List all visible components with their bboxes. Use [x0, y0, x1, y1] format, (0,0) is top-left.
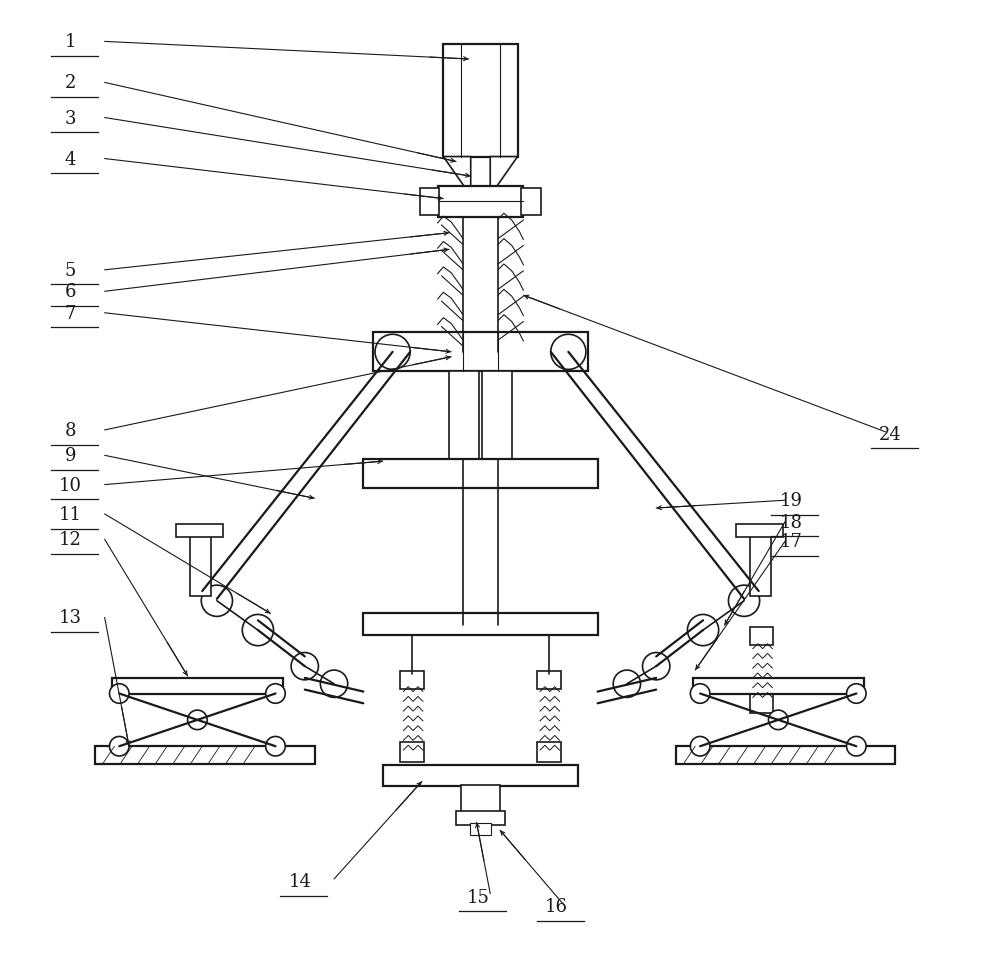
- Text: 4: 4: [65, 151, 76, 168]
- Bar: [400, 671, 424, 689]
- Text: 14: 14: [288, 872, 311, 890]
- Text: 11: 11: [59, 506, 82, 523]
- Bar: [482, 372, 512, 460]
- Circle shape: [687, 615, 719, 646]
- Bar: [736, 524, 783, 538]
- Circle shape: [768, 710, 788, 730]
- Bar: [443, 45, 518, 157]
- Bar: [693, 678, 864, 693]
- Circle shape: [847, 736, 866, 756]
- Text: 16: 16: [545, 898, 568, 915]
- Bar: [470, 823, 491, 835]
- Bar: [190, 533, 211, 597]
- Text: 1: 1: [65, 33, 76, 51]
- Circle shape: [242, 615, 274, 646]
- Text: 5: 5: [65, 261, 76, 280]
- Text: 13: 13: [59, 608, 82, 627]
- Bar: [95, 746, 315, 764]
- Text: 9: 9: [65, 447, 76, 465]
- Text: 19: 19: [779, 492, 802, 510]
- Text: 10: 10: [59, 476, 82, 494]
- Circle shape: [690, 736, 710, 756]
- Circle shape: [201, 586, 233, 617]
- Polygon shape: [490, 157, 518, 197]
- Circle shape: [690, 684, 710, 703]
- Bar: [363, 460, 598, 489]
- Bar: [438, 187, 523, 218]
- Bar: [112, 678, 283, 693]
- Text: 6: 6: [65, 283, 76, 301]
- Circle shape: [291, 653, 318, 680]
- Circle shape: [551, 334, 586, 370]
- Bar: [420, 189, 439, 216]
- Text: 2: 2: [65, 74, 76, 92]
- Text: 17: 17: [779, 533, 802, 551]
- Text: 15: 15: [467, 888, 490, 906]
- Text: 8: 8: [65, 422, 76, 439]
- Text: 24: 24: [879, 425, 902, 443]
- Bar: [537, 671, 561, 689]
- Circle shape: [613, 670, 641, 697]
- Circle shape: [110, 736, 129, 756]
- Bar: [449, 372, 479, 460]
- Circle shape: [266, 736, 285, 756]
- Bar: [176, 524, 223, 538]
- Bar: [521, 189, 541, 216]
- Bar: [456, 811, 505, 825]
- Bar: [750, 533, 771, 597]
- Circle shape: [320, 670, 348, 697]
- Circle shape: [643, 653, 670, 680]
- Polygon shape: [443, 157, 471, 197]
- Circle shape: [375, 334, 410, 370]
- Bar: [400, 742, 424, 762]
- Circle shape: [188, 710, 207, 730]
- Text: 12: 12: [59, 531, 82, 549]
- Circle shape: [847, 684, 866, 703]
- Bar: [461, 785, 500, 813]
- Text: 3: 3: [65, 110, 76, 127]
- Bar: [750, 693, 773, 713]
- Circle shape: [266, 684, 285, 703]
- Bar: [383, 765, 578, 786]
- Bar: [373, 333, 588, 372]
- Text: 7: 7: [65, 304, 76, 323]
- Bar: [750, 628, 773, 645]
- Bar: [537, 742, 561, 762]
- Circle shape: [110, 684, 129, 703]
- Bar: [363, 614, 598, 636]
- Bar: [676, 746, 895, 764]
- Circle shape: [728, 586, 760, 617]
- Text: 18: 18: [779, 513, 802, 531]
